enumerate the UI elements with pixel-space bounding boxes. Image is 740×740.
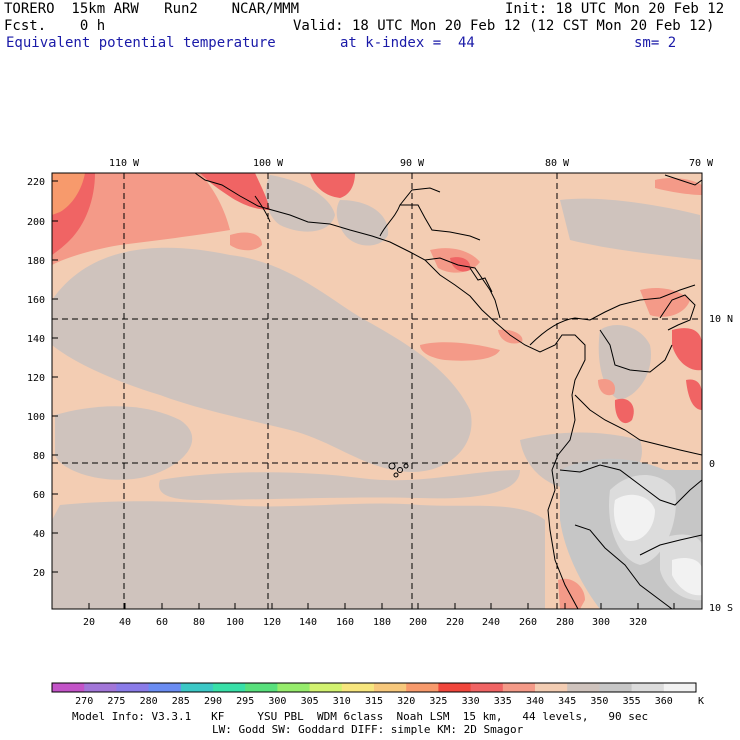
colorbar-label: 305 bbox=[301, 696, 319, 707]
colorbar-swatch bbox=[631, 683, 665, 692]
x-ticks bbox=[88, 603, 675, 609]
y-label: 120 bbox=[27, 373, 45, 384]
colorbar-swatch bbox=[599, 683, 633, 692]
colorbar-frame bbox=[51, 682, 697, 693]
colorbar-label: 315 bbox=[365, 696, 383, 707]
colorbar-label: 360 bbox=[655, 696, 673, 707]
colorbar-swatch bbox=[245, 683, 278, 692]
colorbar-swatch bbox=[374, 683, 407, 692]
colorbar-label: 280 bbox=[140, 696, 158, 707]
x-label: 60 bbox=[156, 617, 168, 628]
y-label: 200 bbox=[27, 217, 45, 228]
colorbar-swatch bbox=[567, 683, 600, 692]
lon-label-100w: 100 W bbox=[253, 158, 284, 169]
colorbar-swatch bbox=[341, 683, 375, 692]
x-label: 20 bbox=[83, 617, 95, 628]
y-label: 60 bbox=[33, 490, 45, 501]
colorbar-label: 340 bbox=[526, 696, 544, 707]
colorbar-label: 325 bbox=[429, 696, 447, 707]
colorbar-label: 275 bbox=[107, 696, 125, 707]
x-label: 200 bbox=[409, 617, 427, 628]
lat-label-0: 0 bbox=[709, 459, 715, 470]
colorbar-swatch bbox=[180, 683, 214, 692]
y-label: 80 bbox=[33, 451, 45, 462]
model-info: Model Info: V3.3.1 KF YSU PBL WDM 6class… bbox=[72, 710, 649, 723]
x-label: 260 bbox=[519, 617, 537, 628]
colorbar-swatch bbox=[406, 683, 439, 692]
x-label: 300 bbox=[592, 617, 610, 628]
graticule bbox=[52, 173, 702, 609]
colorbar-swatch bbox=[470, 683, 504, 692]
colorbar-label: 345 bbox=[558, 696, 576, 707]
theta-e-field bbox=[52, 173, 702, 609]
x-label: 320 bbox=[629, 617, 647, 628]
y-label: 20 bbox=[33, 568, 45, 579]
field-name: Equivalent potential temperature bbox=[6, 35, 276, 51]
lon-labels: 110 W 100 W 90 W 80 W 70 W bbox=[109, 158, 714, 169]
y-label: 180 bbox=[27, 256, 45, 267]
colorbar-label: 310 bbox=[333, 696, 351, 707]
y-label: 140 bbox=[27, 334, 45, 345]
valid-time: Valid: 18 UTC Mon 20 Feb 12 (12 CST Mon … bbox=[293, 18, 715, 34]
lon-label-90w: 90 W bbox=[400, 158, 425, 169]
colorbar-swatch bbox=[535, 683, 568, 692]
colorbar-label: 350 bbox=[590, 696, 608, 707]
lat-labels: 10 N 0 10 S bbox=[709, 314, 733, 614]
lat-label-10s: 10 S bbox=[709, 603, 733, 614]
x-label: 220 bbox=[446, 617, 464, 628]
x-label: 100 bbox=[226, 617, 244, 628]
colorbar-label: 355 bbox=[623, 696, 641, 707]
colorbar-unit: K bbox=[698, 696, 704, 707]
x-label: 80 bbox=[193, 617, 205, 628]
colorbar-label: 285 bbox=[172, 696, 190, 707]
plot-frame bbox=[51, 172, 703, 610]
lat-label-10n: 10 N bbox=[709, 314, 733, 325]
lon-label-80w: 80 W bbox=[545, 158, 570, 169]
x-label: 180 bbox=[373, 617, 391, 628]
colorbar-swatch bbox=[438, 683, 472, 692]
x-label: 280 bbox=[556, 617, 574, 628]
lon-label-70w: 70 W bbox=[689, 158, 714, 169]
y-label: 220 bbox=[27, 177, 45, 188]
x-label: 40 bbox=[119, 617, 131, 628]
colorbar-swatch bbox=[84, 683, 117, 692]
colorbar-label: 295 bbox=[236, 696, 254, 707]
colorbar-swatch bbox=[663, 683, 697, 692]
y-grid-labels: 220 200 180 160 140 120 100 80 60 40 20 bbox=[27, 177, 45, 579]
colorbar-labels: 270 275 280 285 290 295 300 305 310 315 320 325 330 3… bbox=[75, 696, 673, 707]
x-label: 160 bbox=[336, 617, 354, 628]
physics-info: LW: Godd SW: Goddard DIFF: simple KM: 2D… bbox=[212, 723, 524, 736]
colorbar-swatch bbox=[213, 683, 246, 692]
colorbar bbox=[52, 683, 697, 692]
lon-label-110w: 110 W bbox=[109, 158, 140, 169]
colorbar-label: 320 bbox=[397, 696, 415, 707]
colorbar-label: 270 bbox=[75, 696, 93, 707]
colorbar-swatch bbox=[309, 683, 343, 692]
x-label: 240 bbox=[482, 617, 500, 628]
y-label: 160 bbox=[27, 295, 45, 306]
colorbar-label: 290 bbox=[204, 696, 222, 707]
x-label: 120 bbox=[263, 617, 281, 628]
colorbar-label: 300 bbox=[268, 696, 286, 707]
level-index: at k-index = 44 bbox=[340, 35, 475, 51]
colorbar-swatch bbox=[277, 683, 311, 692]
x-grid-labels: 20 40 60 80 100 120 140 160 180 200 220 … bbox=[83, 617, 647, 628]
colorbar-label: 330 bbox=[462, 696, 480, 707]
model-title: TORERO 15km ARW Run2 NCAR/MMM bbox=[4, 1, 300, 17]
init-time: Init: 18 UTC Mon 20 Feb 12 bbox=[505, 1, 725, 17]
colorbar-swatch bbox=[502, 683, 536, 692]
x-label: 140 bbox=[299, 617, 317, 628]
smoothing: sm= 2 bbox=[634, 35, 677, 51]
colorbar-swatch bbox=[116, 683, 150, 692]
y-label: 40 bbox=[33, 529, 45, 540]
colorbar-swatch bbox=[148, 683, 182, 692]
colorbar-swatch bbox=[52, 683, 85, 692]
y-ticks bbox=[52, 180, 58, 573]
forecast-hour: Fcst. 0 h bbox=[4, 18, 106, 34]
colorbar-label: 335 bbox=[494, 696, 512, 707]
y-label: 100 bbox=[27, 412, 45, 423]
